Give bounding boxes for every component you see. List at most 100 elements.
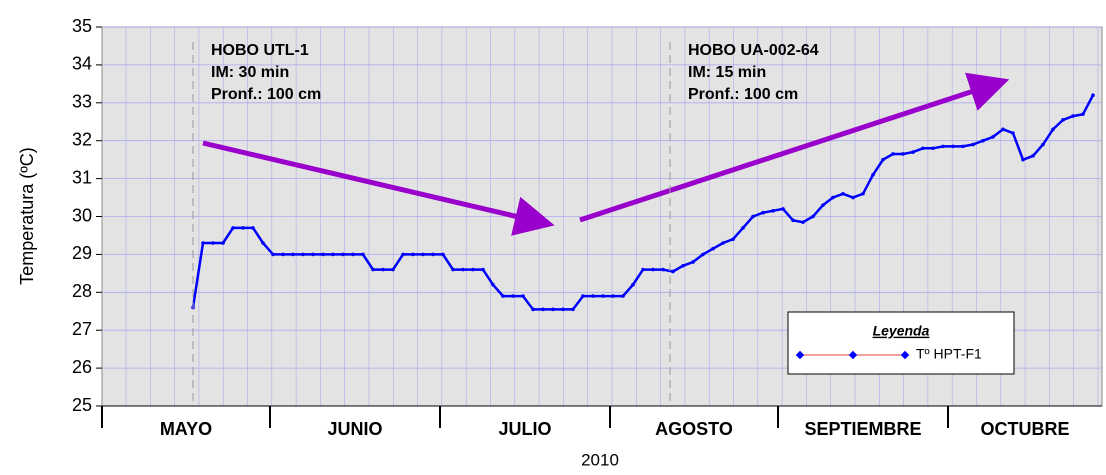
- point: [721, 241, 725, 245]
- point: [691, 260, 695, 264]
- point: [451, 267, 455, 272]
- y-tick-label: 27: [72, 319, 92, 339]
- point: [661, 267, 665, 272]
- point: [871, 173, 875, 177]
- point: [571, 307, 575, 312]
- annotation: Pronf.: 100 cm: [688, 86, 798, 103]
- legend-marker: [795, 350, 805, 360]
- point: [261, 241, 265, 245]
- point: [531, 307, 535, 312]
- point: [561, 307, 565, 312]
- annotation: IM: 15 min: [688, 64, 766, 81]
- y-tick-label: 35: [72, 16, 92, 36]
- point: [371, 267, 375, 272]
- point: [331, 252, 335, 257]
- point: [471, 267, 475, 272]
- y-tick-label: 28: [72, 281, 92, 301]
- x-tick-label: OCTUBRE: [981, 419, 1070, 439]
- point: [361, 252, 365, 257]
- point: [541, 307, 545, 312]
- point: [1091, 93, 1095, 98]
- y-tick-label: 31: [72, 167, 92, 187]
- y-axis-label: Temperatura (ºC): [17, 147, 37, 285]
- annotation: HOBO UA-002-64: [688, 42, 819, 59]
- point: [1061, 118, 1065, 122]
- legend: Leyenda Tº HPT-F1: [787, 311, 1015, 375]
- point: [851, 195, 855, 200]
- x-tick-label: JUNIO: [327, 419, 382, 439]
- point: [481, 267, 485, 272]
- point: [951, 144, 955, 149]
- point: [821, 203, 825, 207]
- point: [791, 218, 795, 223]
- point: [971, 142, 975, 147]
- point: [311, 252, 315, 257]
- point: [1041, 142, 1045, 147]
- point: [671, 269, 675, 274]
- point: [1051, 127, 1055, 132]
- point: [861, 191, 865, 196]
- point: [771, 209, 775, 213]
- point: [551, 307, 555, 312]
- point: [401, 252, 405, 257]
- point: [281, 252, 285, 257]
- point: [601, 294, 605, 298]
- annotation: IM: 30 min: [211, 64, 289, 81]
- point: [381, 267, 385, 272]
- point: [271, 252, 275, 257]
- legend-label: Tº HPT-F1: [916, 346, 982, 362]
- point: [321, 252, 325, 257]
- point: [611, 294, 615, 298]
- point: [621, 294, 625, 298]
- point: [201, 241, 205, 245]
- point: [641, 267, 645, 272]
- arrow-down: [202, 140, 555, 236]
- point: [351, 252, 355, 257]
- point: [961, 144, 965, 149]
- point: [211, 241, 215, 245]
- point: [591, 294, 595, 298]
- point: [781, 207, 785, 211]
- point: [221, 241, 225, 245]
- annotation: HOBO UTL-1: [211, 42, 309, 59]
- legend-title: Leyenda: [873, 323, 930, 339]
- point: [391, 267, 395, 272]
- point: [341, 252, 345, 257]
- point: [1071, 114, 1075, 118]
- x-tick-label: SEPTIEMBRE: [804, 419, 921, 439]
- legend-box: [787, 311, 1015, 375]
- point: [1011, 131, 1015, 135]
- point: [711, 246, 715, 251]
- point: [811, 214, 815, 219]
- point: [411, 252, 415, 257]
- point: [431, 252, 435, 257]
- point: [841, 191, 845, 196]
- y-tick-label: 26: [72, 357, 92, 377]
- y-tick-label: 32: [72, 129, 92, 149]
- y-tick-label: 25: [72, 395, 92, 415]
- point: [581, 294, 585, 298]
- point: [741, 226, 745, 230]
- point: [1031, 154, 1035, 158]
- point: [681, 263, 685, 268]
- point: [931, 146, 935, 151]
- point: [991, 135, 995, 139]
- y-tick-label: 29: [72, 243, 92, 263]
- point: [301, 252, 305, 257]
- y-tick-label: 30: [72, 205, 92, 225]
- y-tick-label: 33: [72, 92, 92, 112]
- y-tick-label: 34: [72, 54, 92, 74]
- point: [891, 152, 895, 156]
- point: [651, 267, 655, 272]
- arrow-up: [579, 72, 1010, 223]
- point: [521, 294, 525, 298]
- point: [631, 282, 635, 287]
- point: [1021, 157, 1025, 162]
- annotation: Pronf.: 100 cm: [211, 86, 321, 103]
- point: [491, 282, 495, 287]
- point: [421, 252, 425, 257]
- legend-marker: [900, 350, 910, 360]
- point: [501, 294, 505, 298]
- x-tick-label: MAYO: [160, 419, 212, 439]
